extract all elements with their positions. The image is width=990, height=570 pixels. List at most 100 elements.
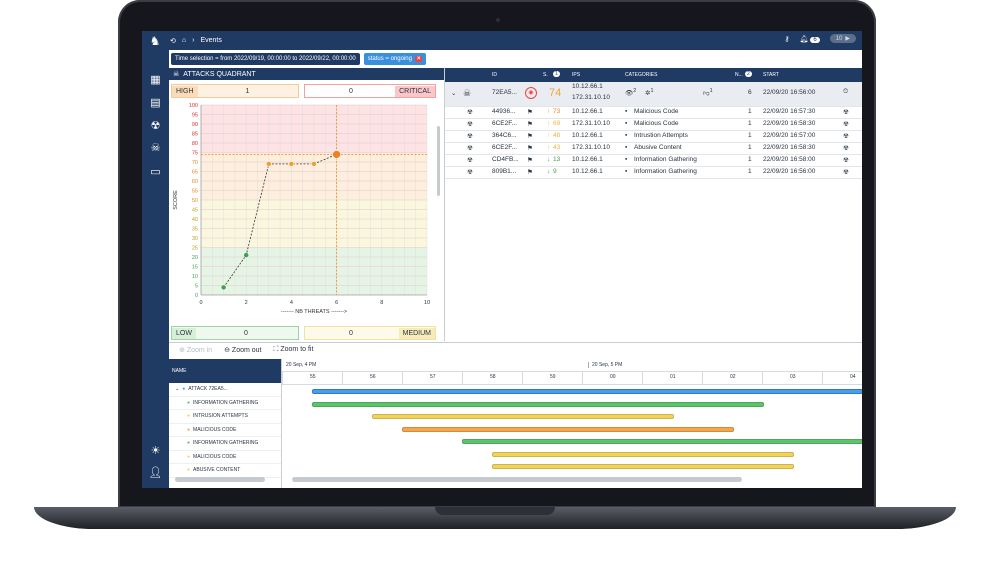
radiation-action-icon[interactable]: ☢ xyxy=(843,145,849,152)
category-icon: ● xyxy=(187,453,191,460)
critical-label: CRITICAL xyxy=(395,85,435,97)
col-ips[interactable]: IPS xyxy=(572,72,581,78)
category-icon: ▪ xyxy=(625,144,628,151)
timeline-bar[interactable] xyxy=(372,414,674,419)
flag-icon: ⚑ xyxy=(527,169,533,176)
attacks-quadrant-chart: 0510152025303540455055606570758085909510… xyxy=(173,103,430,315)
timeline-attack-row[interactable]: ⌄ ● ATTACK 72EA5... xyxy=(169,383,281,397)
user-icon[interactable]: 👤︎ xyxy=(148,467,163,479)
collapse-chevron-icon[interactable]: ⌄ xyxy=(175,386,180,393)
col-categories[interactable]: CATEGORIES xyxy=(625,72,658,78)
category-icon: ● xyxy=(187,413,191,420)
high-box[interactable]: HIGH 1 xyxy=(171,84,299,98)
timeline-category-row[interactable]: ● INTRUSION ATTEMPTS xyxy=(169,410,281,424)
radiation-action-icon[interactable]: ☢ xyxy=(843,169,849,176)
table-row[interactable]: ☢ CD4FB... ⚑ ↓ 13 10.12.66.1 ▪ Information Gath… xyxy=(445,154,862,167)
timeline-name-column: NAME ⌄ ● ATTACK 72EA5... ● INFORMATION GATHE… xyxy=(169,359,282,488)
high-count: 1 xyxy=(245,87,250,95)
row-n: 1 xyxy=(748,156,752,163)
breadcrumb: ⟲ ⌂ › Events xyxy=(170,37,222,45)
row-score: 74 xyxy=(549,87,562,99)
quadrant-title: ATTACKS QUADRANT xyxy=(183,70,256,78)
table-row[interactable]: ☢ 44936... ⚑ ↑ 73 10.12.66.1 ▪ Malicious Code 1 2… xyxy=(445,106,862,119)
col-id[interactable]: ID xyxy=(492,72,497,78)
app-logo-icon[interactable]: ♞ xyxy=(149,34,161,48)
collapse-chevron-icon[interactable]: ⌄ xyxy=(451,90,457,97)
row-score: 48 xyxy=(553,132,561,139)
hour-divider xyxy=(642,372,643,384)
timeline-category-row[interactable]: ● INFORMATION GATHERING xyxy=(169,397,281,410)
key-icon[interactable]: ⚷ xyxy=(784,35,790,43)
radiation-icon[interactable]: ☢ xyxy=(150,120,161,132)
timeline-scrollbar[interactable] xyxy=(292,477,742,482)
high-label: HIGH xyxy=(172,85,198,97)
radiation-action-icon[interactable]: ☢ xyxy=(843,109,849,116)
row-n: 6 xyxy=(748,89,752,96)
timeline-bar[interactable] xyxy=(402,426,734,432)
timeline-bar[interactable] xyxy=(492,451,794,457)
hour-tick-label: 55 xyxy=(310,374,316,380)
medium-count: 0 xyxy=(349,329,353,337)
category-icon: ● xyxy=(187,426,191,433)
time-filter-chip[interactable]: Time selection = from 2022/09/19, 00:00:… xyxy=(171,53,360,65)
table-row[interactable]: ☢ 364C6... ⚑ ↑ 48 10.12.66.1 ▪ Intrustion Attem… xyxy=(445,130,862,143)
y-tick-label: 0 xyxy=(195,293,198,299)
table-row[interactable]: ☢ 6CE2F... ⚑ ↑ 43 172.31.10.10 ▪ Abusive Conten… xyxy=(445,142,862,155)
home-icon[interactable]: ⌂ xyxy=(181,37,187,44)
radiation-action-icon[interactable]: ☢ xyxy=(843,133,849,140)
zoom-in-button[interactable]: ⊕ Zoom in xyxy=(179,347,213,354)
col-start[interactable]: START xyxy=(763,72,779,78)
y-tick-label: 60 xyxy=(192,179,198,185)
timeline-bar[interactable] xyxy=(312,401,764,407)
refresh-toggle[interactable]: 10 ▶ xyxy=(829,34,856,43)
name-scrollbar[interactable] xyxy=(175,477,265,482)
laptop-base xyxy=(34,507,956,529)
timeline-bar[interactable] xyxy=(492,464,794,469)
col-score[interactable]: S. xyxy=(543,72,548,78)
timeline-category-row[interactable]: ● ABUSIVE CONTENT xyxy=(169,464,281,478)
hour-divider xyxy=(342,372,343,384)
col-n[interactable]: N... xyxy=(735,72,743,78)
hour-tick-label: 03 xyxy=(790,374,796,380)
table-row[interactable]: ☢ 6CE2F... ⚑ ↑ 69 172.31.10.10 ▪ Malicious Code… xyxy=(445,118,862,131)
x-tick-label: 4 xyxy=(290,300,293,306)
radiation-action-icon[interactable]: ☢ xyxy=(843,157,849,164)
dashboard-icon[interactable]: ▦ xyxy=(150,74,161,86)
hour-divider xyxy=(402,372,403,384)
x-tick-label: 0 xyxy=(199,300,202,306)
y-tick-label: 65 xyxy=(192,170,198,176)
remove-filter-icon[interactable]: × xyxy=(414,56,423,62)
skull-icon[interactable]: ☠ xyxy=(150,142,161,154)
timeline-action-icon[interactable]: ⏲ xyxy=(843,88,849,95)
timeline-category-row[interactable]: ● MALICIOUS CODE xyxy=(169,451,281,464)
notifications[interactable]: 🔔︎ 6 xyxy=(800,35,820,43)
calendar-icon[interactable]: ▤ xyxy=(150,97,161,109)
timeline-category-row[interactable]: ● INFORMATION GATHERING xyxy=(169,437,281,451)
row-ip: 10.12.66.1 xyxy=(572,156,603,163)
timeline-item-label: ATTACK 72EA5... xyxy=(188,386,228,393)
timeline-bar[interactable] xyxy=(462,439,862,444)
skull-icon: ☠ xyxy=(173,71,180,78)
devices-icon[interactable]: ▭ xyxy=(150,166,161,178)
timeline-bar[interactable] xyxy=(312,389,862,394)
history-icon[interactable]: ⟲ xyxy=(170,37,176,45)
critical-box[interactable]: 0 CRITICAL xyxy=(304,84,436,98)
row-start: 22/09/20 16:57:00 xyxy=(763,132,816,139)
timeline-category-row[interactable]: ● MALICIOUS CODE xyxy=(169,424,281,437)
hour-tick-label: 57 xyxy=(430,374,436,380)
brightness-icon[interactable]: ☀ xyxy=(150,445,161,457)
quadrant-scrollbar[interactable] xyxy=(437,126,440,196)
table-row-expanded[interactable]: ⌄ ☠ 72EA5... ◉ 74 10.12.66.1 172.31.10.1… xyxy=(445,82,862,107)
medium-box[interactable]: 0 MEDIUM xyxy=(304,326,436,340)
zoom-out-button[interactable]: ⊖ Zoom out xyxy=(224,347,262,354)
radiation-icon: ☢ xyxy=(467,157,473,164)
row-id: 6CE2F... xyxy=(492,120,517,127)
zoom-fit-button[interactable]: ⛶ Zoom to fit xyxy=(273,346,314,353)
status-filter-chip[interactable]: status = ongoing × xyxy=(363,53,427,65)
radiation-action-icon[interactable]: ☢ xyxy=(843,121,849,128)
x-tick-label: 10 xyxy=(424,300,430,306)
y-tick-label: 80 xyxy=(192,141,198,147)
quadrant-header: ☠ ATTACKS QUADRANT xyxy=(169,68,444,80)
low-box[interactable]: LOW 0 xyxy=(171,326,299,340)
table-row[interactable]: ☢ 809B1... ⚑ ↓ 9 10.12.66.1 ▪ Information Gathe… xyxy=(445,166,862,179)
